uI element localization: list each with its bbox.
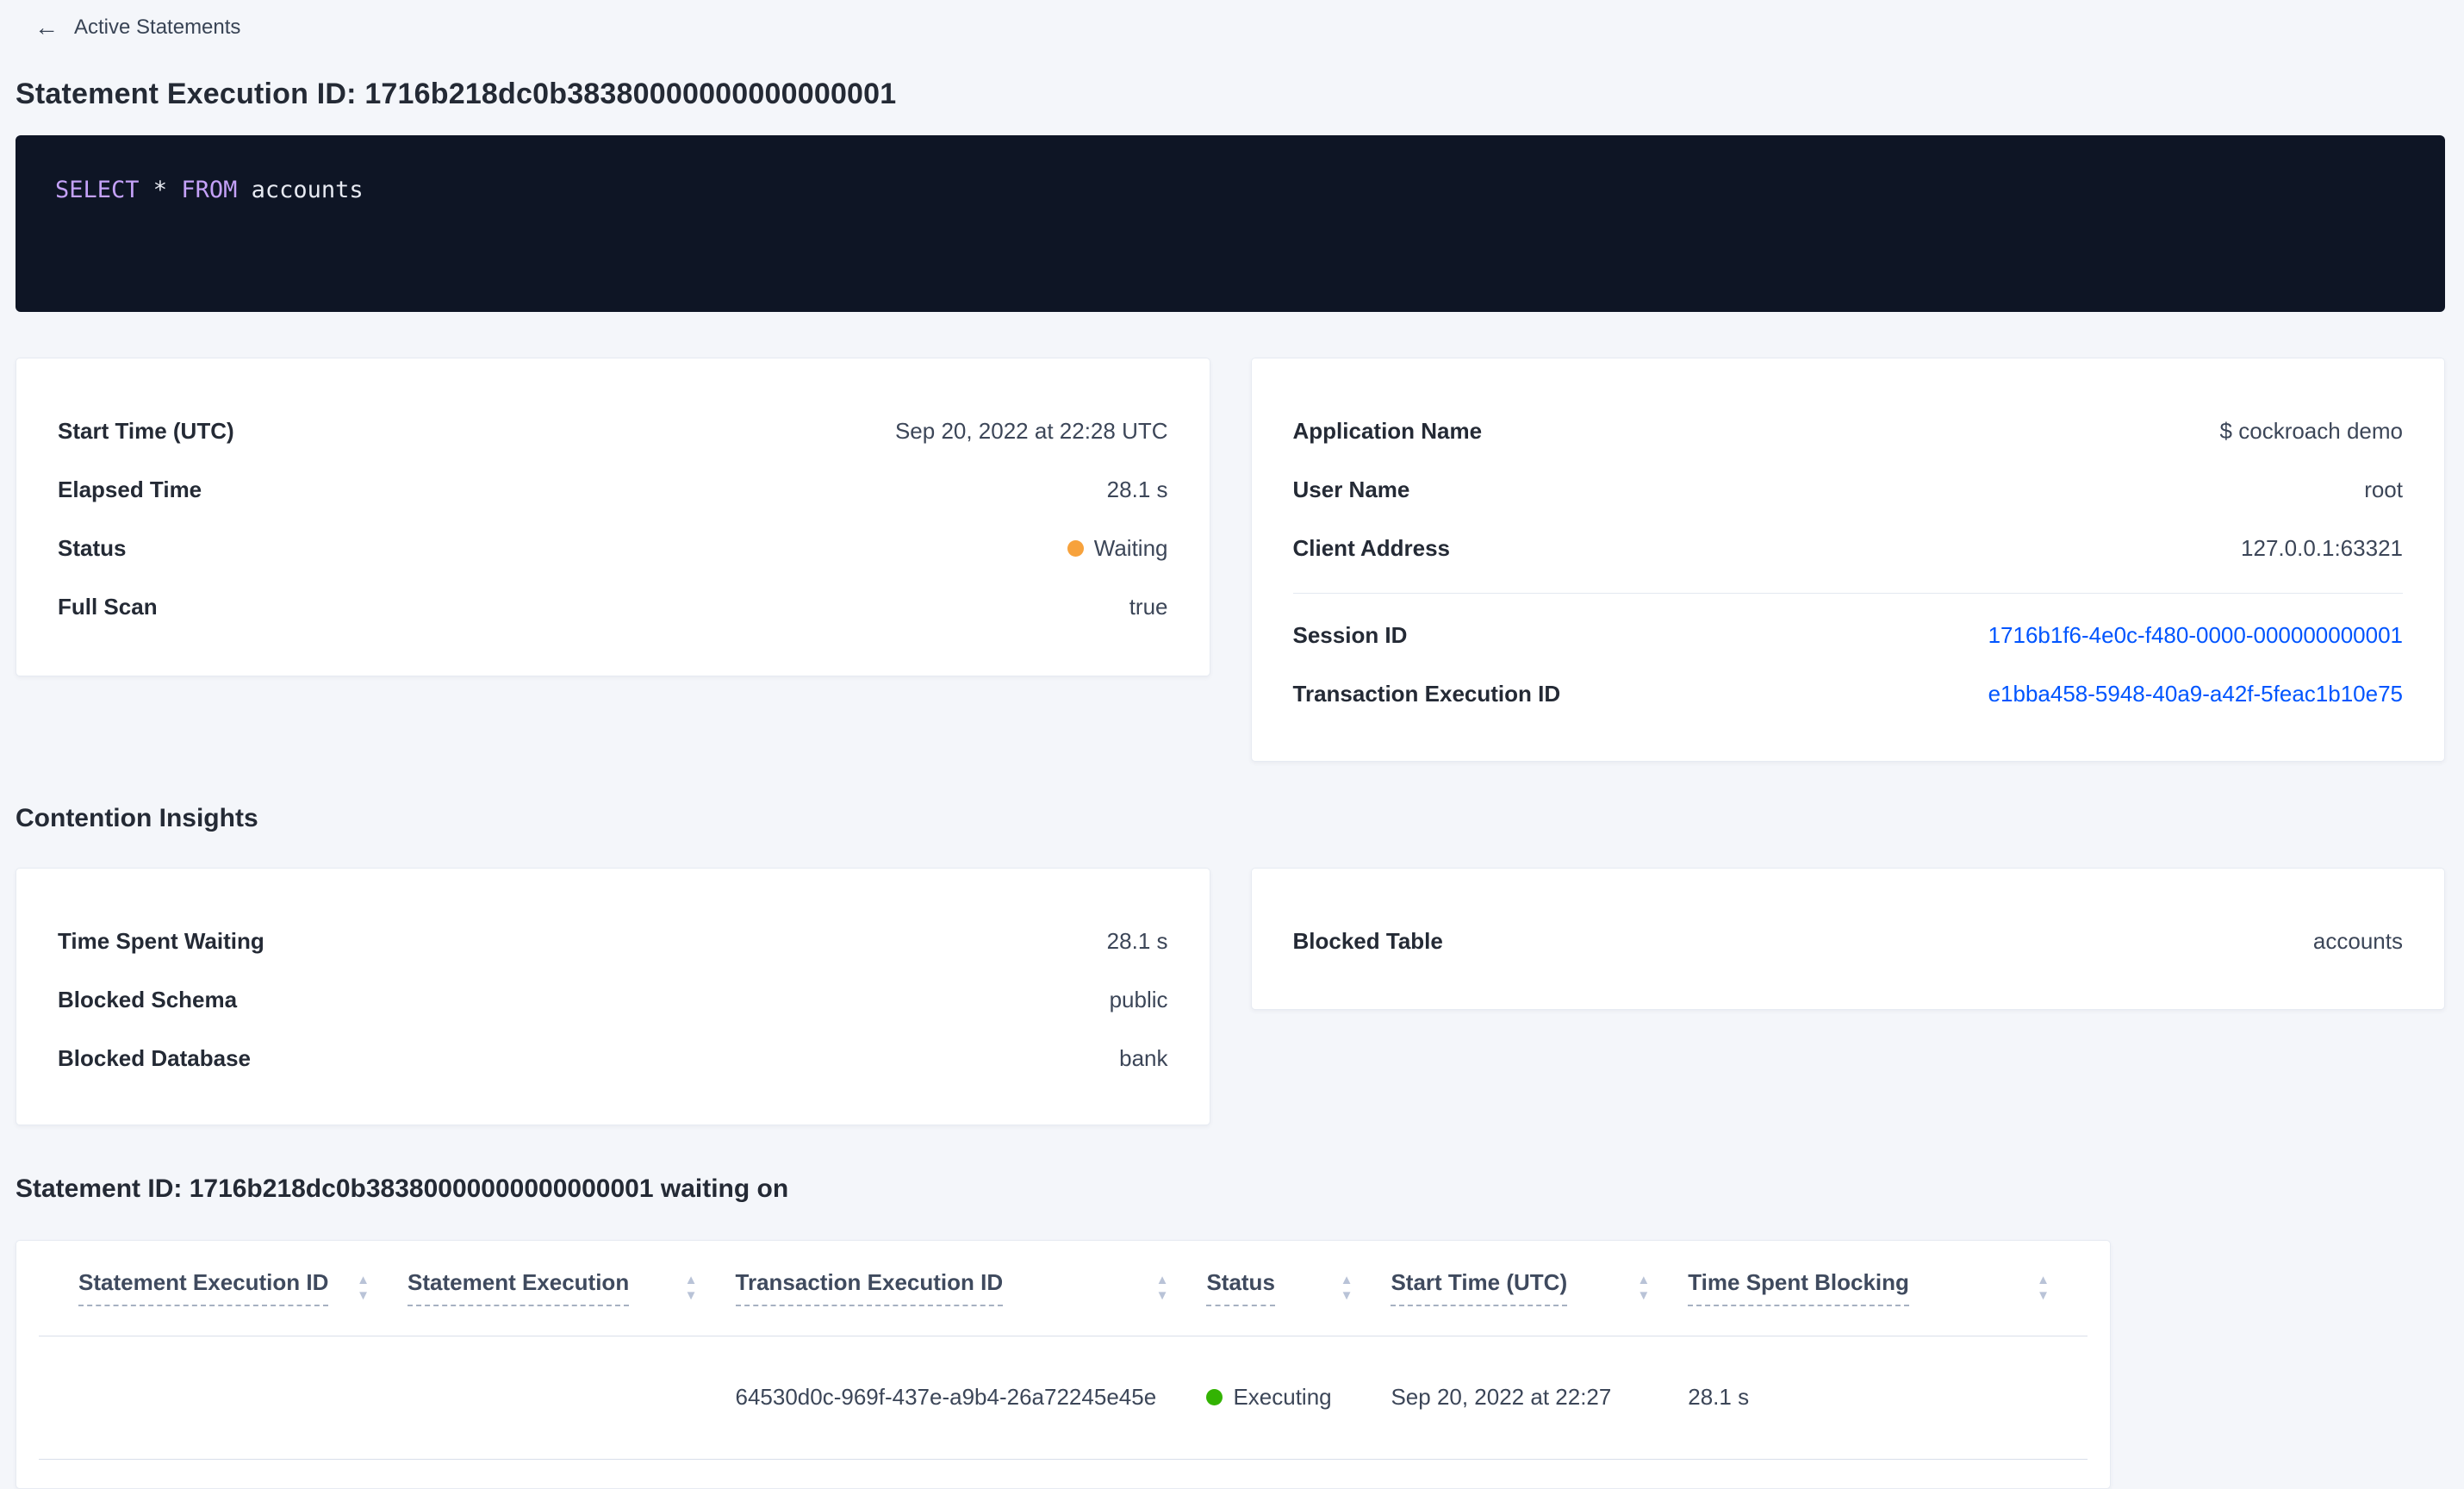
status-executing-dot-icon bbox=[1206, 1389, 1223, 1405]
status-label: Status bbox=[58, 534, 127, 561]
contention-details-card: Time Spent Waiting 28.1 s Blocked Schema… bbox=[16, 868, 1210, 1125]
cell-statement-execution-id bbox=[39, 1336, 408, 1460]
contention-insights-heading: Contention Insights bbox=[16, 804, 258, 832]
blocked-table-label: Blocked Table bbox=[1292, 927, 1443, 954]
start-time-label: Start Time (UTC) bbox=[58, 417, 234, 444]
user-name-value: root bbox=[2364, 476, 2403, 502]
session-id-row: Session ID 1716b1f6-4e0c-f480-0000-00000… bbox=[1293, 606, 2404, 664]
transaction-execution-id-link[interactable]: e1bba458-5948-40a9-a42f-5feac1b10e75 bbox=[1988, 680, 2403, 707]
sort-arrows-icon[interactable]: ▲ ▼ bbox=[1340, 1273, 1353, 1304]
cell-time-spent-blocking: 28.1 s bbox=[1688, 1336, 2088, 1460]
status-waiting-dot-icon bbox=[1067, 539, 1084, 557]
sort-arrows-icon[interactable]: ▲ ▼ bbox=[684, 1273, 698, 1304]
column-label: Start Time (UTC) bbox=[1391, 1269, 1568, 1307]
sql-star: * bbox=[139, 177, 182, 203]
column-header-statement-execution[interactable]: Statement Execution ▲ ▼ bbox=[408, 1241, 736, 1336]
status-executing-text: Executing bbox=[1233, 1384, 1332, 1410]
sort-arrows-icon[interactable]: ▲ ▼ bbox=[1155, 1273, 1169, 1304]
session-id-label: Session ID bbox=[1292, 621, 1408, 648]
transaction-execution-id-label: Transaction Execution ID bbox=[1292, 680, 1561, 707]
full-scan-value: true bbox=[1129, 593, 1168, 620]
column-label: Transaction Execution ID bbox=[735, 1269, 1004, 1307]
column-header-statement-execution-id[interactable]: Statement Execution ID ▲ ▼ bbox=[39, 1241, 408, 1336]
cell-status: Executing bbox=[1206, 1336, 1391, 1460]
back-link-label: Active Statements bbox=[74, 16, 241, 39]
blocked-table-value: accounts bbox=[2312, 927, 2403, 954]
cell-statement-execution bbox=[408, 1336, 736, 1460]
sql-keyword-select: SELECT bbox=[55, 177, 140, 203]
column-header-time-spent-blocking[interactable]: Time Spent Blocking ▲ ▼ bbox=[1688, 1241, 2088, 1336]
session-card: Application Name $ cockroach demo User N… bbox=[1250, 358, 2445, 762]
client-address-row: Client Address 127.0.0.1:63321 bbox=[1293, 519, 2404, 577]
full-scan-label: Full Scan bbox=[58, 593, 158, 620]
column-label: Time Spent Blocking bbox=[1688, 1269, 1909, 1307]
elapsed-time-value: 28.1 s bbox=[1106, 476, 1168, 502]
column-label: Statement Execution bbox=[408, 1269, 630, 1307]
blocked-database-row: Blocked Database bank bbox=[58, 1029, 1168, 1087]
table-header-row: Statement Execution ID ▲ ▼ Statement Exec… bbox=[39, 1241, 2088, 1336]
contention-cards-row: Time Spent Waiting 28.1 s Blocked Schema… bbox=[16, 868, 2445, 1125]
status-waiting-text: Waiting bbox=[1093, 534, 1168, 561]
column-header-transaction-execution-id[interactable]: Transaction Execution ID ▲ ▼ bbox=[735, 1241, 1207, 1336]
column-header-status[interactable]: Status ▲ ▼ bbox=[1206, 1241, 1391, 1336]
blocked-database-label: Blocked Database bbox=[58, 1044, 251, 1071]
client-address-value: 127.0.0.1:63321 bbox=[2241, 534, 2403, 561]
elapsed-time-row: Elapsed Time 28.1 s bbox=[58, 460, 1168, 519]
sql-keyword-from: FROM bbox=[181, 177, 238, 203]
blocked-schema-row: Blocked Schema public bbox=[58, 970, 1168, 1029]
application-name-label: Application Name bbox=[1292, 417, 1483, 444]
application-name-row: Application Name $ cockroach demo bbox=[1293, 402, 2404, 460]
page-title: Statement Execution ID: 1716b218dc0b3838… bbox=[16, 78, 897, 110]
blocked-schema-label: Blocked Schema bbox=[58, 986, 238, 1012]
client-address-label: Client Address bbox=[1292, 534, 1451, 561]
start-time-value: Sep 20, 2022 at 22:28 UTC bbox=[894, 417, 1168, 444]
session-card-divider bbox=[1292, 593, 2403, 594]
cell-start-time: Sep 20, 2022 at 22:27 bbox=[1391, 1336, 1689, 1460]
transaction-execution-id-row: Transaction Execution ID e1bba458-5948-4… bbox=[1293, 664, 2404, 723]
blocked-database-value: bank bbox=[1119, 1044, 1168, 1071]
waiting-on-table: Statement Execution ID ▲ ▼ Statement Exec… bbox=[39, 1241, 2088, 1460]
overview-card: Start Time (UTC) Sep 20, 2022 at 22:28 U… bbox=[16, 358, 1210, 676]
elapsed-time-label: Elapsed Time bbox=[58, 476, 202, 502]
column-label: Statement Execution ID bbox=[78, 1269, 329, 1307]
cell-transaction-execution-id: 64530d0c-969f-437e-a9b4-26a72245e45e bbox=[735, 1336, 1207, 1460]
sort-arrows-icon[interactable]: ▲ ▼ bbox=[2037, 1273, 2050, 1304]
sql-statement-box: SELECT * FROM accounts bbox=[16, 135, 2445, 312]
application-name-value: $ cockroach demo bbox=[2219, 417, 2403, 444]
column-header-start-time[interactable]: Start Time (UTC) ▲ ▼ bbox=[1391, 1241, 1689, 1336]
status-value: Waiting bbox=[1067, 535, 1168, 562]
time-spent-waiting-row: Time Spent Waiting 28.1 s bbox=[58, 912, 1168, 970]
sort-arrows-icon[interactable]: ▲ ▼ bbox=[357, 1273, 370, 1304]
status-row: Status Waiting bbox=[58, 519, 1168, 577]
overview-cards-row: Start Time (UTC) Sep 20, 2022 at 22:28 U… bbox=[16, 358, 2445, 762]
user-name-row: User Name root bbox=[1293, 460, 2404, 519]
back-link-active-statements[interactable]: ← Active Statements bbox=[34, 16, 2445, 40]
waiting-on-table-card: Statement Execution ID ▲ ▼ Statement Exec… bbox=[16, 1240, 2111, 1489]
blocked-table-row: Blocked Table accounts bbox=[1293, 912, 2404, 970]
blocked-table-card: Blocked Table accounts bbox=[1250, 868, 2445, 1010]
start-time-row: Start Time (UTC) Sep 20, 2022 at 22:28 U… bbox=[58, 402, 1168, 460]
table-row: 64530d0c-969f-437e-a9b4-26a72245e45e Exe… bbox=[39, 1336, 2088, 1460]
blocked-schema-value: public bbox=[1109, 986, 1168, 1012]
waiting-on-heading: Statement ID: 1716b218dc0b38380000000000… bbox=[16, 1174, 789, 1203]
sql-table-name: accounts bbox=[237, 177, 364, 203]
column-label: Status bbox=[1206, 1269, 1275, 1307]
time-spent-waiting-value: 28.1 s bbox=[1106, 927, 1168, 954]
time-spent-waiting-label: Time Spent Waiting bbox=[58, 927, 264, 954]
user-name-label: User Name bbox=[1292, 476, 1410, 502]
session-id-link[interactable]: 1716b1f6-4e0c-f480-0000-000000000001 bbox=[1988, 621, 2403, 648]
sort-arrows-icon[interactable]: ▲ ▼ bbox=[1637, 1273, 1651, 1304]
full-scan-row: Full Scan true bbox=[58, 577, 1168, 636]
arrow-left-icon: ← bbox=[34, 14, 59, 40]
